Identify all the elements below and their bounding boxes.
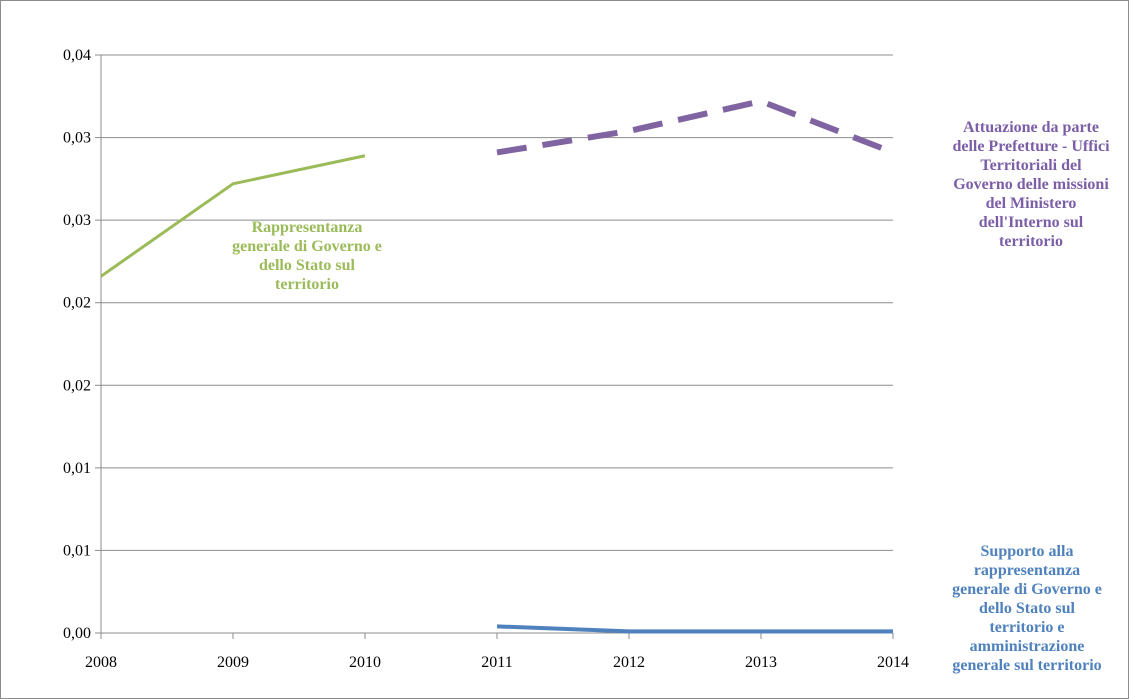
series-line-3 — [496, 624, 893, 634]
y-tick-label: 0,03 — [63, 212, 91, 229]
x-tick-label: 2014 — [877, 654, 909, 671]
series-line-1 — [100, 154, 366, 278]
y-tick-labels: 0,00 0,01 0,01 0,02 0,02 0,03 0,03 0,04 — [63, 47, 91, 642]
series-label-supporto: Supporto alla rappresentanza generale di… — [952, 543, 1102, 674]
x-tick-label: 2013 — [745, 654, 777, 671]
gridlines — [101, 54, 893, 551]
y-tick-label: 0,02 — [63, 295, 91, 312]
y-tick-label: 0,01 — [63, 460, 91, 477]
x-tick-label: 2012 — [613, 654, 645, 671]
series-label-rappresentanza: Rappresentanza generale di Governo e del… — [232, 219, 382, 293]
x-tick-label: 2009 — [217, 654, 249, 671]
y-tick-label: 0,03 — [63, 130, 91, 147]
y-tick-label: 0,04 — [63, 47, 91, 64]
x-tick-label: 2008 — [85, 654, 117, 671]
series-lines — [100, 98, 895, 634]
y-tick-label: 0,02 — [63, 377, 91, 394]
series-line-2 — [496, 98, 895, 156]
y-tick-label: 0,01 — [63, 542, 91, 559]
x-tick-label: 2011 — [481, 654, 512, 671]
x-tick-labels: 2008 2009 2010 2011 2012 2013 2014 — [85, 654, 909, 671]
x-tick-label: 2010 — [349, 654, 381, 671]
series-label-attuazione: Attuazione da parte delle Prefetture - U… — [952, 119, 1110, 250]
axes — [95, 54, 894, 639]
y-tick-label: 0,00 — [63, 625, 91, 642]
